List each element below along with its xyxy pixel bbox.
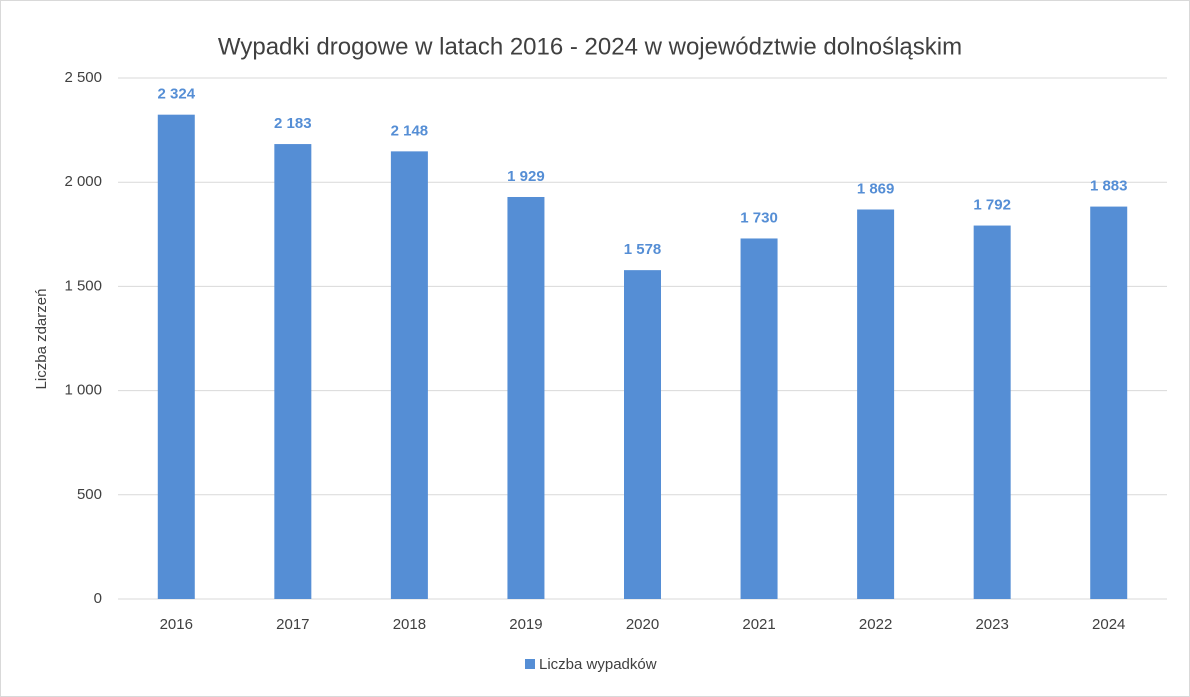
y-tick-label: 1 000: [64, 382, 102, 399]
x-tick-label: 2024: [1092, 616, 1125, 633]
y-axis-label: Liczba zdarzeń: [33, 289, 50, 390]
bar: [857, 209, 895, 599]
bar: [1090, 206, 1128, 599]
y-tick-label: 2 500: [64, 69, 102, 86]
bar: [624, 270, 661, 599]
x-tick-label: 2016: [160, 616, 193, 633]
x-tick-label: 2019: [509, 616, 542, 633]
data-label: 1 792: [973, 197, 1011, 214]
chart-title: Wypadki drogowe w latach 2016 - 2024 w w…: [218, 33, 962, 60]
x-tick-label: 2017: [276, 616, 309, 633]
y-tick-label: 2 000: [64, 173, 102, 190]
data-label: 1 883: [1090, 178, 1128, 195]
data-label: 2 324: [158, 86, 196, 103]
y-tick-label: 0: [94, 590, 102, 607]
data-label: 2 183: [274, 115, 312, 132]
bar: [973, 225, 1011, 600]
bar: [274, 144, 312, 599]
legend-label: Liczba wypadków: [539, 656, 657, 673]
x-tick-label: 2023: [975, 616, 1008, 633]
data-label: 2 148: [391, 122, 429, 139]
x-tick-label: 2022: [859, 616, 892, 633]
data-label: 1 929: [507, 168, 545, 185]
x-tick-label: 2018: [393, 616, 426, 633]
y-tick-label: 500: [77, 486, 102, 503]
data-label: 1 578: [624, 241, 662, 258]
bar: [157, 114, 195, 599]
bar: [740, 238, 778, 599]
bar: [390, 151, 428, 599]
x-tick-label: 2020: [626, 616, 659, 633]
x-tick-label: 2021: [742, 616, 775, 633]
y-tick-label: 1 500: [64, 277, 102, 294]
data-label: 1 730: [740, 209, 778, 226]
data-label: 1 869: [857, 180, 895, 197]
bar: [507, 196, 545, 599]
legend-swatch: [525, 659, 535, 669]
